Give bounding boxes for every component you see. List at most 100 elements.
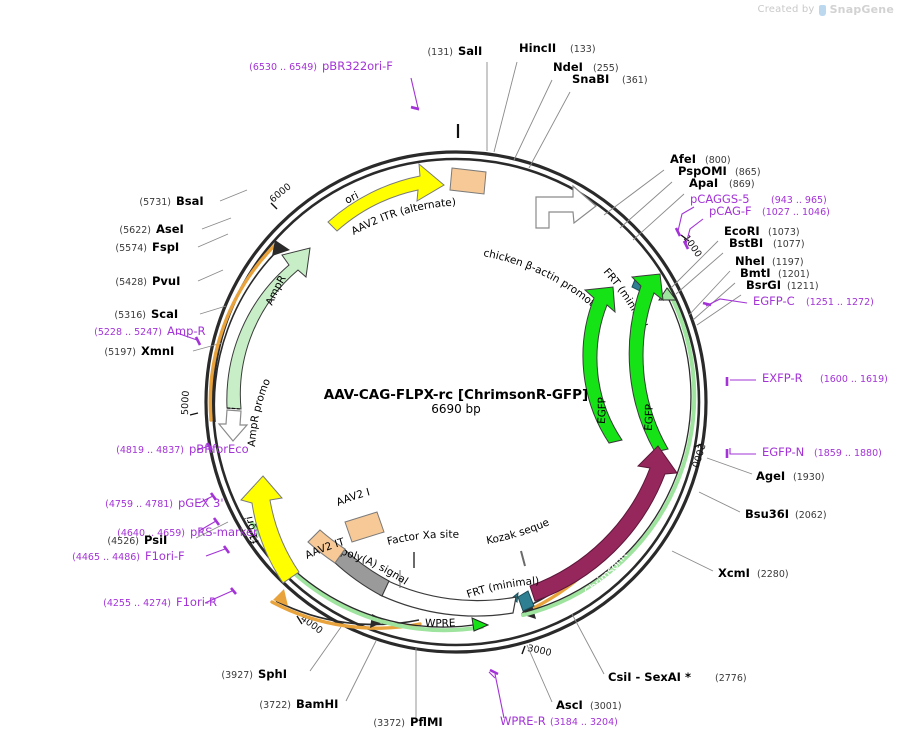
enzyme-pos-bmtI: (1201) <box>778 269 810 280</box>
primer-range-prs-marker: (4640 .. 4659) <box>117 528 185 539</box>
primer-name-f1ori-r[interactable]: F1ori-R <box>176 595 217 609</box>
feature-label-aav2-itr-box: AAV2 ITR <box>0 0 371 509</box>
green-track-arrowheads <box>471 287 677 632</box>
enzyme-pos-bamHI: (3722) <box>259 700 291 711</box>
feature-wpre[interactable]: WPRE <box>379 579 517 630</box>
enzyme-name-snaBI[interactable]: SnaBI <box>572 72 609 86</box>
enzyme-pos-fspI: (5574) <box>115 243 147 254</box>
enzyme-name-hincII[interactable]: HincII <box>519 41 556 55</box>
enzyme-pos-aseI: (5622) <box>119 225 151 236</box>
enzyme-pos-snaBI: (361) <box>622 75 648 86</box>
feature-factor-xa-site[interactable]: Factor Xa site <box>386 529 459 568</box>
enzyme-name-xmnI[interactable]: XmnI <box>141 344 174 358</box>
primer-name-pbrforeco[interactable]: pBRforEco <box>189 442 249 456</box>
enzyme-name-fspI[interactable]: FspI <box>152 240 179 254</box>
feature-label-wpre: WPRE <box>425 617 456 630</box>
feature-label-egfp-inner: EGFP <box>596 397 609 425</box>
primer-range-pcaggs-5: (943 .. 965) <box>771 195 827 206</box>
enzyme-name-pspOMI[interactable]: PspOMI <box>678 164 727 178</box>
enzyme-name-bmtI[interactable]: BmtI <box>740 266 771 280</box>
enzyme-name-aseI[interactable]: AseI <box>156 222 184 236</box>
enzyme-pos-sphI: (3927) <box>221 670 253 681</box>
enzyme-name-nheI[interactable]: NheI <box>735 254 765 268</box>
enzyme-pos-salI: (131) <box>427 47 453 58</box>
primer-name-pcaggs-5[interactable]: pCAGGS-5 <box>690 192 750 206</box>
enzyme-name-apaI[interactable]: ApaI <box>689 176 718 190</box>
feature-label-chicken-beta-actin-promoter: chicken β-actin promoter <box>482 247 606 316</box>
enzyme-name-psiI[interactable]: PsiI <box>144 533 167 547</box>
enzyme-name-ageI[interactable]: AgeI <box>756 469 785 483</box>
enzyme-name-csiI-sexaI[interactable]: CsiI - SexAI * <box>608 670 691 684</box>
primer-name-exfp-r[interactable]: EXFP-R <box>762 371 803 385</box>
enzyme-pos-pflMI: (3372) <box>373 718 405 729</box>
enzyme-pos-ndeI: (255) <box>593 63 619 74</box>
feature-label-kozak-sequence: Kozak sequence <box>0 0 551 547</box>
enzyme-leader-lines <box>192 61 753 719</box>
snapgene-watermark: Created by SnapGene <box>758 3 894 16</box>
primer-name-egfp-c[interactable]: EGFP-C <box>753 294 795 308</box>
enzyme-pos-scaI: (5316) <box>114 310 146 321</box>
primer-range-pgex-3prime: (4759 .. 4781) <box>105 499 173 510</box>
primer-range-wpre-r: (3184 .. 3204) <box>550 717 618 728</box>
enzyme-name-ndeI[interactable]: NdeI <box>553 60 583 74</box>
enzyme-name-ascI[interactable]: AscI <box>556 698 583 712</box>
primer-range-f1ori-r: (4255 .. 4274) <box>103 598 171 609</box>
enzyme-labels: (131) SalI HincII (133) NdeI (255) SnaBI… <box>104 41 826 729</box>
watermark-brand-text: SnapGene <box>829 3 894 16</box>
enzyme-pos-afeI: (800) <box>705 155 731 166</box>
primer-name-wpre-r[interactable]: WPRE-R <box>500 714 546 728</box>
enzyme-pos-xmnI: (5197) <box>104 347 136 358</box>
enzyme-pos-ascI: (3001) <box>590 701 622 712</box>
feature-aav2-itr-box[interactable]: AAV2 ITR <box>0 0 385 543</box>
tick-label-5000: 5000 <box>180 390 192 415</box>
primer-range-egfp-n: (1859 .. 1880) <box>814 448 882 459</box>
enzyme-name-xcmI[interactable]: XcmI <box>718 566 750 580</box>
axis-ticks: 1000 2000 3000 4000 5000 6000 <box>180 181 707 659</box>
primer-name-pcag-f[interactable]: pCAG-F <box>709 204 752 218</box>
enzyme-name-pflMI[interactable]: PflMI <box>410 715 443 729</box>
primer-range-pbrforeco: (4819 .. 4837) <box>116 445 184 456</box>
enzyme-name-ecoRI[interactable]: EcoRI <box>724 224 760 238</box>
enzyme-name-bsaI[interactable]: BsaI <box>176 194 204 208</box>
feature-label-egfp-outer: EGFP <box>643 404 656 431</box>
plasmid-title-group: AAV-CAG-FLPX-rc [ChrimsonR-GFP] 6690 bp <box>324 387 588 416</box>
tick-label-2000: 2000 <box>689 442 707 469</box>
watermark-prefix-text: Created by <box>757 4 815 15</box>
enzyme-name-bsu36I[interactable]: Bsu36I <box>745 507 789 521</box>
enzyme-pos-xcmI: (2280) <box>757 569 789 580</box>
primer-name-amp-r[interactable]: Amp-R <box>167 324 206 338</box>
primer-range-f1ori-f: (4465 .. 4486) <box>72 552 140 563</box>
feature-egfp-inner[interactable]: EGFP <box>582 286 623 444</box>
enzyme-pos-apaI: (869) <box>729 179 755 190</box>
feature-ori[interactable]: ori <box>327 162 445 232</box>
enzyme-pos-hincII: (133) <box>570 44 596 55</box>
feature-label-factor-xa-site: Factor Xa site <box>386 529 459 548</box>
enzyme-name-scaI[interactable]: ScaI <box>151 307 178 321</box>
primer-range-egfp-c: (1251 .. 1272) <box>806 297 874 308</box>
plasmid-backbone <box>204 150 708 654</box>
enzyme-name-afeI[interactable]: AfeI <box>670 152 696 166</box>
enzyme-name-bamHI[interactable]: BamHI <box>296 697 338 711</box>
enzyme-pos-nheI: (1197) <box>772 257 804 268</box>
primer-range-amp-r: (5228 .. 5247) <box>94 327 162 338</box>
primer-name-pgex-3prime[interactable]: pGEX 3' <box>178 496 224 510</box>
enzyme-name-pvuI[interactable]: PvuI <box>152 274 180 288</box>
enzyme-pos-bstBI: (1077) <box>773 239 805 250</box>
primer-tick-marks <box>194 105 729 676</box>
enzyme-name-sphI[interactable]: SphI <box>258 667 287 681</box>
primer-name-pbr322ori-f[interactable]: pBR322ori-F <box>322 59 393 73</box>
enzyme-pos-psiI: (4526) <box>107 536 139 547</box>
primer-name-egfp-n[interactable]: EGFP-N <box>762 445 804 459</box>
green-track-arcs <box>250 288 697 633</box>
feature-egfp-outer[interactable]: EGFP <box>628 273 669 453</box>
enzyme-name-salI[interactable]: SalI <box>458 44 482 58</box>
enzyme-name-bsrGI[interactable]: BsrGI <box>746 278 781 292</box>
enzyme-pos-pspOMI: (865) <box>735 167 761 178</box>
snapgene-logo-icon <box>818 5 826 16</box>
enzyme-pos-pvuI: (5428) <box>115 277 147 288</box>
feature-chicken-beta-actin-promoter[interactable]: chicken β-actin promoter <box>482 184 606 317</box>
enzyme-name-bstBI[interactable]: BstBI <box>729 236 763 250</box>
primer-name-prs-marker[interactable]: pRS-marker <box>190 525 258 539</box>
primer-name-f1ori-f[interactable]: F1ori-F <box>145 549 185 563</box>
